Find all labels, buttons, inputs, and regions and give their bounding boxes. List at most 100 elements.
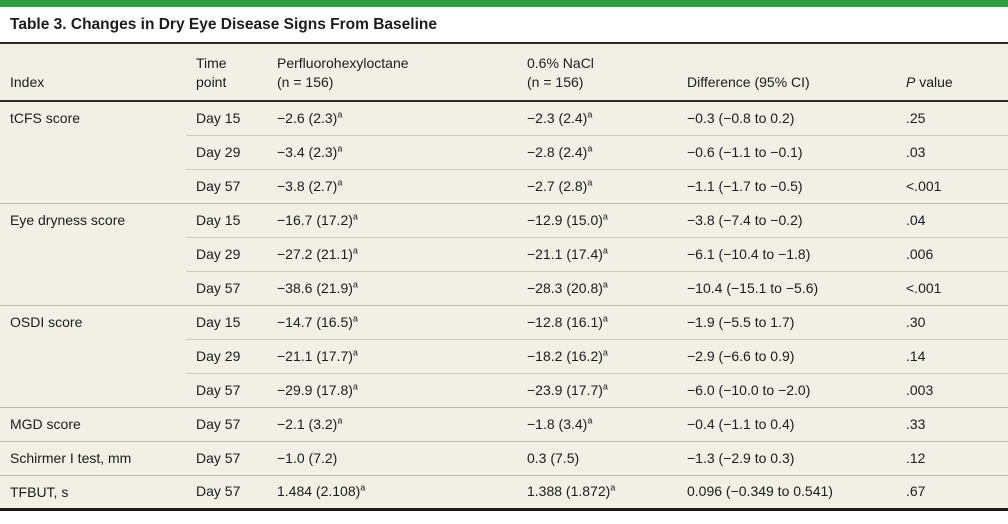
perfluorohexyloctane-cell: −29.9 (17.8)a bbox=[267, 372, 517, 407]
index-cell: TFBUT, s bbox=[0, 474, 186, 509]
difference-cell: 0.096 (−0.349 to 0.541) bbox=[677, 474, 896, 509]
p-value-cell: .33 bbox=[896, 406, 1008, 441]
footnote-marker: a bbox=[602, 210, 608, 221]
footnote-marker: a bbox=[587, 176, 593, 187]
table-row: OSDI score Day 15 −14.7 (16.5)a −12.8 (16.1… bbox=[0, 304, 1008, 407]
column-header-difference: Difference (95% CI) bbox=[677, 44, 896, 102]
dry-eye-signs-table: Index Time point Perfluorohexyloctane (n = 1… bbox=[0, 44, 1008, 511]
perfluorohexyloctane-cell: −2.1 (3.2)a bbox=[267, 406, 517, 441]
difference-cell: −0.4 (−1.1 to 0.4) bbox=[677, 406, 896, 441]
column-header-perfluorohexyloctane: Perfluorohexyloctane (n = 156) bbox=[267, 44, 517, 102]
time-point-cell: Day 29 bbox=[186, 134, 267, 169]
footnote-marker: a bbox=[602, 346, 608, 357]
column-header-p-value: P value bbox=[896, 44, 1008, 102]
p-value-cell: <.001 bbox=[896, 270, 1008, 305]
footnote-marker: a bbox=[587, 142, 593, 153]
nacl-cell: −12.9 (15.0)a bbox=[517, 202, 677, 237]
table-row: Day 29 −3.4 (2.3)a −2.8 (2.4)a −0.6 (−1.1 t… bbox=[0, 134, 1008, 169]
table-row: tCFS score Day 15 −2.6 (2.3)a −2.3 (2.4)a −0… bbox=[0, 101, 1008, 135]
footnote-marker: a bbox=[602, 380, 608, 391]
difference-cell: −1.9 (−5.5 to 1.7) bbox=[677, 304, 896, 339]
time-point-cell: Day 15 bbox=[196, 109, 241, 126]
table-row: Eye dryness score Day 15 −16.7 (17.2)a −12.… bbox=[0, 202, 1008, 305]
index-cell: OSDI score bbox=[0, 304, 186, 407]
p-value-cell: .003 bbox=[896, 372, 1008, 407]
perfluorohexyloctane-cell: −16.7 (17.2)a bbox=[267, 202, 517, 237]
table-row: Day 57 −29.9 (17.8)a −23.9 (17.7)a −6.0 (−1… bbox=[0, 372, 1008, 407]
footnote-marker: a bbox=[587, 414, 593, 425]
perfluorohexyloctane-cell: −1.0 (7.2) bbox=[267, 440, 517, 475]
table-body: tCFS score Day 15 −2.6 (2.3)a −2.3 (2.4)a −0… bbox=[0, 101, 1008, 509]
table-row: Day 29 −21.1 (17.7)a −18.2 (16.2)a −2.9 (−6… bbox=[0, 338, 1008, 373]
index-cell: Eye dryness score bbox=[0, 202, 186, 305]
footnote-marker: a bbox=[610, 482, 616, 493]
p-value-cell: .67 bbox=[896, 474, 1008, 509]
difference-cell: −0.3 (−0.8 to 0.2) bbox=[687, 109, 795, 126]
footnote-marker: a bbox=[587, 109, 593, 120]
time-point-cell: Day 57 bbox=[186, 474, 267, 509]
difference-cell: −3.8 (−7.4 to −0.2) bbox=[677, 202, 896, 237]
difference-cell: −1.3 (−2.9 to 0.3) bbox=[677, 440, 896, 475]
difference-cell: −1.1 (−1.7 to −0.5) bbox=[677, 168, 896, 203]
perfluorohexyloctane-cell: −3.8 (2.7)a bbox=[267, 168, 517, 203]
p-value-cell: .006 bbox=[896, 236, 1008, 271]
footnote-marker: a bbox=[337, 109, 343, 120]
p-value-cell: .03 bbox=[896, 134, 1008, 169]
index-cell: MGD score bbox=[0, 406, 186, 441]
table-row: Schirmer I test, mm Day 57 −1.0 (7.2) 0.3 (… bbox=[0, 440, 1008, 475]
footnote-marker: a bbox=[337, 414, 343, 425]
p-value-cell: .25 bbox=[906, 109, 926, 126]
footnote-marker: a bbox=[352, 346, 358, 357]
footnote-marker: a bbox=[352, 312, 358, 323]
table-row: TFBUT, s Day 57 1.484 (2.108)a 1.388 (1.872… bbox=[0, 474, 1008, 509]
nacl-cell: −2.3 (2.4)a bbox=[527, 109, 593, 126]
nacl-cell: −21.1 (17.4)a bbox=[517, 236, 677, 271]
accent-top-bar bbox=[0, 0, 1008, 7]
footnote-marker: a bbox=[337, 176, 343, 187]
table-header: Index Time point Perfluorohexyloctane (n = 1… bbox=[0, 44, 1008, 102]
perfluorohexyloctane-cell: −14.7 (16.5)a bbox=[267, 304, 517, 339]
difference-cell: −2.9 (−6.6 to 0.9) bbox=[677, 338, 896, 373]
table-title-block: Table 3. Changes in Dry Eye Disease Sign… bbox=[0, 7, 1008, 44]
table-row: Day 57 −3.8 (2.7)a −2.7 (2.8)a −1.1 (−1.7 t… bbox=[0, 168, 1008, 203]
footnote-marker: a bbox=[360, 482, 366, 493]
time-point-cell: Day 15 bbox=[186, 304, 267, 339]
table-row: MGD score Day 57 −2.1 (3.2)a −1.8 (3.4)a −0.… bbox=[0, 406, 1008, 441]
footnote-marker: a bbox=[602, 244, 608, 255]
p-value-cell: .12 bbox=[896, 440, 1008, 475]
time-point-cell: Day 57 bbox=[186, 440, 267, 475]
p-value-cell: .04 bbox=[896, 202, 1008, 237]
perfluorohexyloctane-cell: −2.6 (2.3)a bbox=[277, 109, 343, 126]
footnote-marker: a bbox=[602, 278, 608, 289]
nacl-cell: −12.8 (16.1)a bbox=[517, 304, 677, 339]
difference-cell: −10.4 (−15.1 to −5.6) bbox=[677, 270, 896, 305]
time-point-cell: Day 15 bbox=[186, 202, 267, 237]
footnote-marker: a bbox=[352, 278, 358, 289]
footnote-marker: a bbox=[352, 210, 358, 221]
difference-cell: −0.6 (−1.1 to −0.1) bbox=[677, 134, 896, 169]
difference-cell: −6.0 (−10.0 to −2.0) bbox=[677, 372, 896, 407]
p-value-cell: .14 bbox=[896, 338, 1008, 373]
header-row: Index Time point Perfluorohexyloctane (n = 1… bbox=[0, 44, 1008, 102]
nacl-cell: −23.9 (17.7)a bbox=[517, 372, 677, 407]
table-row: Day 57 −38.6 (21.9)a −28.3 (20.8)a −10.4 (−… bbox=[0, 270, 1008, 305]
table-title: Table 3. Changes in Dry Eye Disease Sign… bbox=[10, 16, 437, 33]
index-cell: Schirmer I test, mm bbox=[0, 440, 186, 475]
index-cell: tCFS score bbox=[10, 110, 81, 126]
nacl-cell: 1.388 (1.872)a bbox=[517, 474, 677, 509]
nacl-cell: 0.3 (7.5) bbox=[517, 440, 677, 475]
footnote-marker: a bbox=[352, 380, 358, 391]
column-header-nacl: 0.6% NaCl (n = 156) bbox=[517, 44, 677, 102]
table-row: Day 29 −27.2 (21.1)a −21.1 (17.4)a −6.1 (−1… bbox=[0, 236, 1008, 271]
p-value-cell: <.001 bbox=[896, 168, 1008, 203]
perfluorohexyloctane-cell: −27.2 (21.1)a bbox=[267, 236, 517, 271]
time-point-cell: Day 57 bbox=[186, 372, 267, 407]
column-header-time-point: Time point bbox=[186, 44, 267, 102]
nacl-cell: −2.7 (2.8)a bbox=[517, 168, 677, 203]
perfluorohexyloctane-cell: −38.6 (21.9)a bbox=[267, 270, 517, 305]
time-point-cell: Day 29 bbox=[186, 338, 267, 373]
footnote-marker: a bbox=[352, 244, 358, 255]
p-value-cell: .30 bbox=[896, 304, 1008, 339]
time-point-cell: Day 57 bbox=[186, 168, 267, 203]
nacl-cell: −28.3 (20.8)a bbox=[517, 270, 677, 305]
